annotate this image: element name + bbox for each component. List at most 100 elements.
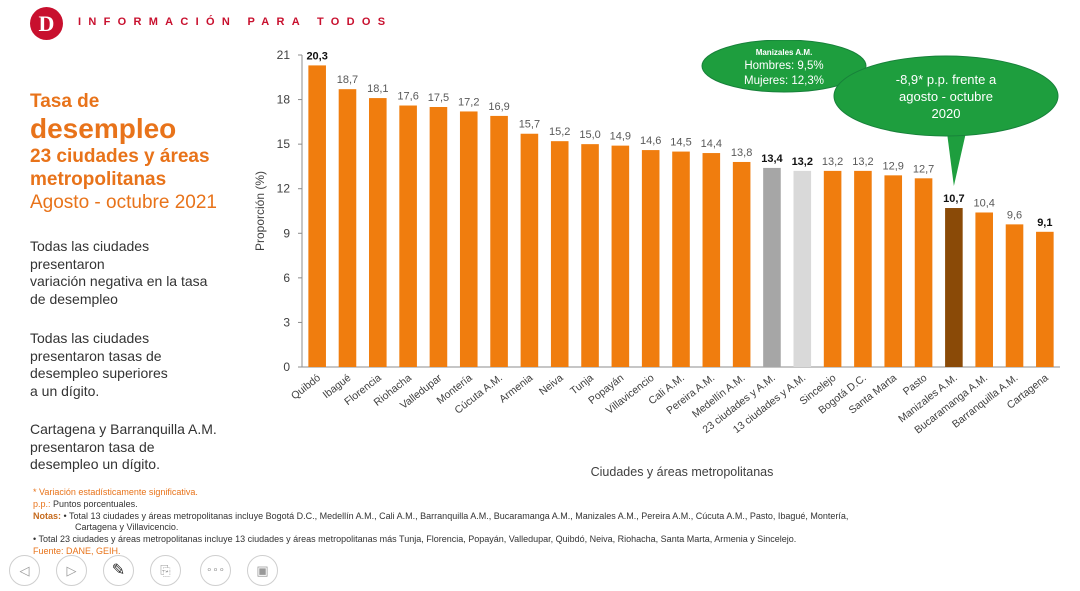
source-note: Fuente: DANE, GEIH. xyxy=(33,545,121,556)
bar xyxy=(550,141,569,367)
callout-line: 2020 xyxy=(932,106,961,121)
pen-tool-button[interactable]: ✎ xyxy=(103,555,134,586)
bar xyxy=(520,133,539,367)
bar xyxy=(1036,231,1054,367)
bar-value-label: 17,2 xyxy=(458,96,479,108)
paragraph-line: desempleo un dígito. xyxy=(30,456,160,472)
category-label: Quibdó xyxy=(289,372,323,402)
paragraph-line: Todas las ciudades xyxy=(30,238,150,254)
dane-logo: D xyxy=(30,7,63,40)
title-line-3: 23 ciudades y áreas xyxy=(30,146,210,167)
bar-value-label: 10,4 xyxy=(973,197,994,209)
bar xyxy=(732,161,751,367)
bar-value-label: 9,6 xyxy=(1007,209,1022,221)
bar-value-label: 14,4 xyxy=(701,138,722,150)
bar-value-label: 15,7 xyxy=(519,119,540,131)
callout-bubble xyxy=(833,55,1059,137)
callout-line: agosto - octubre xyxy=(899,89,993,104)
y-tick-label: 6 xyxy=(283,271,290,285)
note-2: • Total 23 ciudades y áreas metropolitan… xyxy=(33,534,797,545)
bar xyxy=(641,150,660,367)
bar-value-label: 18,7 xyxy=(337,74,358,86)
note-1-continued: Cartagena y Villavicencio. xyxy=(75,522,179,533)
bar-value-label: 16,9 xyxy=(488,101,509,113)
bar-value-label: 15,2 xyxy=(549,126,570,138)
bar xyxy=(429,107,448,367)
header: D INFORMACIÓN PARA TODOS xyxy=(0,0,1080,50)
logo-letter: D xyxy=(38,11,55,36)
y-tick-label: 3 xyxy=(283,315,290,329)
callout-pointer xyxy=(945,124,968,187)
presenter-view-button[interactable]: ▣ xyxy=(247,555,278,586)
paragraph-line: desempleo superiores xyxy=(30,365,168,381)
title-line-4: metropolitanas xyxy=(30,169,167,190)
bar xyxy=(611,145,630,367)
paragraph-line: presentaron xyxy=(30,255,105,272)
bar xyxy=(884,175,903,367)
footnotes: * Variación estadísticamente significati… xyxy=(33,487,1073,558)
bar-value-label: 13,8 xyxy=(731,147,752,159)
paragraph-line: Cartagena y Barranquilla A.M. xyxy=(30,421,217,437)
bar-value-label: 14,9 xyxy=(610,131,631,143)
callout-bubble xyxy=(701,40,867,93)
y-axis-label: Proporción (%) xyxy=(253,171,267,251)
paragraph-3: Cartagena y Barranquilla A.M. presentaro… xyxy=(30,421,245,474)
bar xyxy=(672,151,690,367)
paragraph-line: presentaron tasa de xyxy=(30,438,155,455)
paragraph-line: de desempleo xyxy=(30,290,118,307)
pp-label: p.p.: xyxy=(33,498,51,509)
notas-label: Notas: xyxy=(33,510,62,521)
y-tick-label: 0 xyxy=(283,360,290,374)
previous-slide-button[interactable]: ◁ xyxy=(9,555,40,586)
paragraph-1: Todas las ciudades presentaron variación… xyxy=(30,238,245,308)
y-tick-label: 21 xyxy=(277,48,291,62)
bar-value-label: 17,6 xyxy=(397,91,418,103)
paragraph-2: Todas las ciudades presentaron tasas de … xyxy=(30,330,245,400)
x-axis-label: Ciudades y áreas metropolitanas xyxy=(591,465,774,479)
bar xyxy=(823,170,842,367)
title-line-2: desempleo xyxy=(30,113,177,144)
bar xyxy=(763,167,781,367)
next-slide-button[interactable]: ▷ xyxy=(56,555,87,586)
bar-value-label: 12,7 xyxy=(913,163,934,175)
bar xyxy=(975,212,993,367)
unemployment-bar-chart: 0 3 6 9 12 15 18 21 Proporción (%) Ciudades y áre… xyxy=(253,40,1060,479)
paragraph-line: variación negativa en la tasa xyxy=(30,273,208,289)
note-1: Notas: • Total 13 ciudades y áreas metro… xyxy=(33,511,1073,523)
pp-text: Puntos porcentuales. xyxy=(50,498,138,509)
bar xyxy=(399,105,417,367)
bar-value-label: 20,3 xyxy=(306,50,327,62)
bar-value-label: 15,0 xyxy=(579,129,600,141)
share-button[interactable]: ⎘ xyxy=(150,555,181,586)
bar-value-label: 13,2 xyxy=(792,156,813,168)
pp-note: p.p.: Puntos porcentuales. xyxy=(33,499,1073,511)
bar xyxy=(914,178,933,367)
y-tick-label: 15 xyxy=(277,137,291,151)
callout-line: Mujeres: 12,3% xyxy=(744,75,824,87)
bar-value-label: 17,5 xyxy=(428,92,449,104)
category-label: Neiva xyxy=(537,372,566,398)
callout-line: -8,9* p.p. frente a xyxy=(896,72,997,87)
bar xyxy=(945,208,963,367)
note-1-text: • Total 13 ciudades y áreas metropolitan… xyxy=(61,510,849,521)
bar xyxy=(308,65,326,368)
slide-title: Tasa de desempleo 23 ciudades y áreas me… xyxy=(30,91,260,215)
category-label: Armenia xyxy=(497,372,535,406)
paragraph-line: presentaron tasas de xyxy=(30,347,162,364)
bar xyxy=(1005,224,1024,367)
more-options-button[interactable]: ∘∘∘ xyxy=(200,555,231,586)
paragraph-line: Todas las ciudades xyxy=(30,330,150,346)
bar xyxy=(793,170,812,367)
paragraph-line: a un dígito. xyxy=(30,382,100,399)
header-tagline: INFORMACIÓN PARA TODOS xyxy=(78,16,393,28)
bar-value-label: 9,1 xyxy=(1037,217,1052,229)
bar xyxy=(581,144,599,367)
bar-value-label: 13,2 xyxy=(822,156,843,168)
bar xyxy=(338,89,357,367)
bar xyxy=(369,98,387,368)
bar-value-label: 10,7 xyxy=(943,193,964,205)
y-tick-label: 9 xyxy=(283,226,290,240)
bar xyxy=(702,153,721,367)
bar-value-label: 18,1 xyxy=(367,83,388,95)
y-tick-label: 12 xyxy=(277,182,291,196)
